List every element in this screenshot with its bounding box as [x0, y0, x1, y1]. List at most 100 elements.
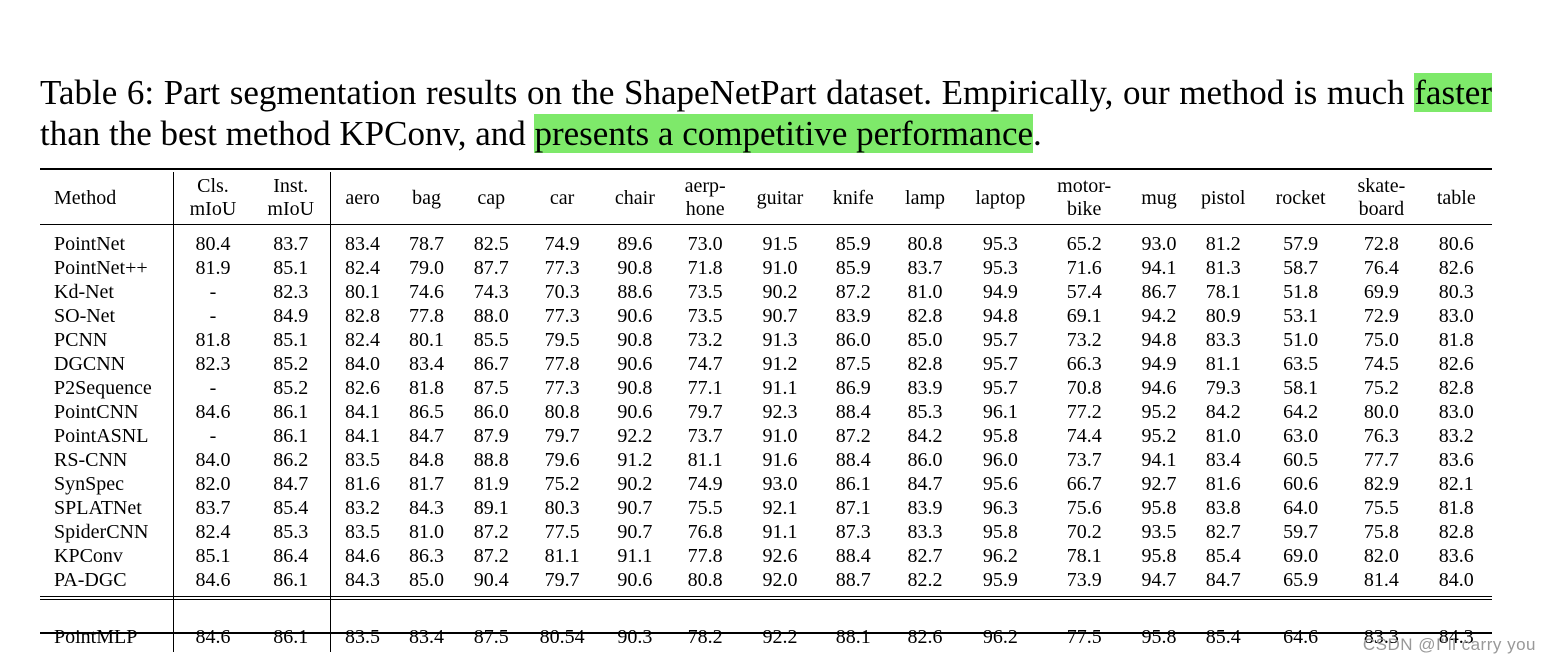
value-cell: 83.2 — [1438, 425, 1474, 447]
value-cell: 85.1 — [173, 544, 252, 568]
value-cell: 75.2 — [544, 473, 580, 495]
value-cell: 74.6 — [409, 281, 445, 303]
value-cell: 71.8 — [687, 257, 723, 279]
value-cell: 81.8 — [173, 328, 252, 352]
method-name-cell: SO-Net — [54, 305, 116, 327]
value-cell: 84.0 — [329, 352, 395, 376]
value-cell: 69.0 — [1283, 545, 1319, 567]
value-cell: 95.8 — [1141, 626, 1177, 648]
value-cell: 84.3 — [329, 568, 395, 592]
value-cell: 79.5 — [544, 329, 580, 351]
value-cell: 71.6 — [1066, 257, 1102, 279]
table-row: PointCNN 84.6 86.1 84.1 86.5 86.0 80.8 90.6 79.7… — [40, 400, 1492, 424]
value-cell: 83.8 — [1205, 497, 1241, 519]
table-row: SPLATNet 83.7 85.4 83.2 84.3 89.1 80.3 90.7 75.5… — [40, 496, 1492, 520]
method-name-cell: SpiderCNN — [54, 521, 149, 543]
value-cell: 90.2 — [617, 473, 653, 495]
value-cell: 90.3 — [617, 626, 653, 648]
table-row: P2Sequence -85.2 82.6 81.8 87.5 77.3 90.8 77.1 9… — [40, 376, 1492, 400]
value-cell: 82.4 — [173, 520, 252, 544]
method-name-cell: PointNet++ — [54, 257, 148, 279]
value-cell: 84.0 — [1438, 569, 1474, 591]
value-cell: 74.7 — [687, 353, 723, 375]
value-cell: 83.9 — [907, 497, 943, 519]
value-cell: 51.0 — [1283, 329, 1319, 351]
value-cell: 87.5 — [473, 626, 509, 648]
value-cell: 84.2 — [907, 425, 943, 447]
header-lamp: lamp — [905, 186, 946, 209]
method-name-cell: PointNet — [54, 233, 126, 255]
table-row: SynSpec 82.0 84.7 81.6 81.7 81.9 75.2 90.2 74.9 9… — [40, 472, 1492, 496]
value-cell: 60.5 — [1283, 449, 1319, 471]
table-caption: Table 6: Part segmentation results on th… — [40, 72, 1492, 154]
table-mid-rule-1 — [40, 596, 1492, 597]
value-cell: 80.3 — [544, 497, 580, 519]
value-cell: 87.2 — [473, 545, 509, 567]
value-cell: 91.2 — [762, 353, 798, 375]
header-cap: cap — [477, 186, 506, 209]
value-cell: 51.8 — [1283, 281, 1319, 303]
value-cell: 73.2 — [687, 329, 723, 351]
value-cell: 64.0 — [1283, 497, 1319, 519]
value-cell: 95.9 — [982, 569, 1018, 591]
value-cell: 96.2 — [982, 626, 1018, 648]
csdn-watermark: CSDN @I"ll carry you — [1362, 635, 1536, 654]
value-cell: 76.3 — [1363, 425, 1399, 447]
method-name-cell: Kd-Net — [54, 281, 114, 303]
value-cell: 82.6 — [1438, 353, 1474, 375]
table-row: KPConv 85.1 86.4 84.6 86.3 87.2 81.1 91.1 77.8 92… — [40, 544, 1492, 568]
value-cell: 84.2 — [1205, 401, 1241, 423]
value-cell: 91.6 — [762, 449, 798, 471]
value-cell: 75.6 — [1066, 497, 1102, 519]
header-pistol: pistol — [1201, 186, 1246, 209]
value-cell: 84.0 — [173, 448, 252, 472]
value-cell: 87.7 — [473, 257, 509, 279]
value-cell: 82.0 — [1363, 545, 1399, 567]
value-cell: 74.5 — [1363, 353, 1399, 375]
value-cell: 74.3 — [473, 281, 509, 303]
value-cell: 95.3 — [982, 233, 1018, 255]
value-cell: 72.8 — [1363, 233, 1399, 255]
value-cell: 83.2 — [329, 496, 395, 520]
value-cell: 70.8 — [1066, 377, 1102, 399]
value-cell: 82.8 — [1438, 377, 1474, 399]
value-cell: 75.8 — [1363, 521, 1399, 543]
value-cell: 94.9 — [1141, 353, 1177, 375]
value-cell: 82.6 — [329, 376, 395, 400]
value-cell: 84.1 — [329, 400, 395, 424]
value-cell: 83.0 — [1438, 401, 1474, 423]
value-cell: 82.4 — [329, 328, 395, 352]
value-cell: 81.3 — [1205, 257, 1241, 279]
value-cell: 80.6 — [1438, 233, 1474, 255]
value-cell: 78.1 — [1205, 281, 1241, 303]
value-cell: 92.0 — [762, 569, 798, 591]
value-cell: 89.6 — [617, 233, 653, 255]
header-motorbike: motor-bike — [1057, 175, 1112, 220]
method-name-cell: SPLATNet — [54, 497, 142, 519]
value-cell: 81.9 — [473, 473, 509, 495]
value-cell: 78.1 — [1066, 545, 1102, 567]
value-cell: 80.4 — [173, 224, 252, 256]
value-cell: 77.8 — [409, 305, 445, 327]
value-cell: 90.8 — [617, 329, 653, 351]
value-cell: 87.2 — [835, 425, 871, 447]
value-cell: 94.1 — [1141, 257, 1177, 279]
value-cell: 91.2 — [617, 449, 653, 471]
header-bag: bag — [412, 186, 441, 209]
value-cell: 85.1 — [273, 257, 309, 279]
value-cell: 82.8 — [329, 304, 395, 328]
value-cell: 84.9 — [273, 305, 309, 327]
value-cell: 90.2 — [762, 281, 798, 303]
value-cell: 86.0 — [473, 401, 509, 423]
value-cell: 73.2 — [1066, 329, 1102, 351]
value-cell: 95.2 — [1141, 425, 1177, 447]
value-cell: 94.7 — [1141, 569, 1177, 591]
value-cell: 79.7 — [687, 401, 723, 423]
value-cell: 91.3 — [762, 329, 798, 351]
value-cell: 77.3 — [544, 257, 580, 279]
value-cell: 88.1 — [835, 626, 871, 648]
value-cell: 82.8 — [907, 353, 943, 375]
value-cell: 90.6 — [617, 305, 653, 327]
value-cell: 95.2 — [1141, 401, 1177, 423]
value-cell: - — [173, 424, 252, 448]
